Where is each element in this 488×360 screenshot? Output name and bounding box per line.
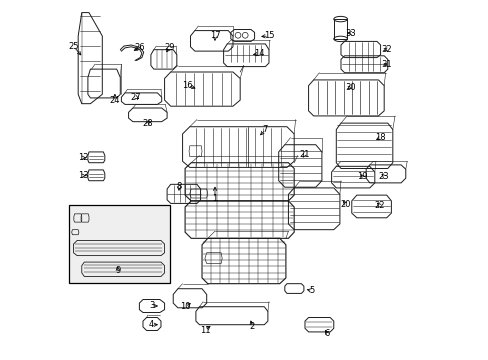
Text: 31: 31 [381, 60, 391, 69]
Text: 26: 26 [134, 43, 144, 52]
Text: 4: 4 [149, 320, 154, 329]
Text: 1: 1 [212, 194, 217, 203]
Text: 25: 25 [68, 42, 79, 51]
Text: 8: 8 [176, 182, 182, 191]
Text: 24: 24 [109, 96, 120, 105]
Text: 14: 14 [254, 49, 264, 58]
Text: 12: 12 [78, 153, 88, 162]
Text: 13: 13 [78, 171, 88, 180]
Text: 21: 21 [299, 150, 309, 158]
Text: 23: 23 [378, 172, 389, 181]
Text: 30: 30 [345, 83, 355, 91]
Bar [333, 19, 347, 39]
Text: 20: 20 [340, 200, 350, 209]
Text: 3: 3 [149, 302, 154, 310]
Bar [69, 205, 170, 283]
Text: 32: 32 [381, 45, 391, 54]
Text: 15: 15 [263, 31, 274, 40]
Text: 10: 10 [180, 302, 190, 311]
Text: 28: 28 [142, 118, 153, 127]
Text: 9: 9 [115, 266, 120, 275]
Text: 17: 17 [209, 31, 220, 40]
Text: 19: 19 [357, 172, 367, 181]
Text: 22: 22 [373, 201, 384, 210]
Text: 7: 7 [262, 125, 267, 134]
Text: 33: 33 [345, 29, 355, 37]
Text: 11: 11 [199, 326, 210, 335]
Text: 27: 27 [130, 93, 141, 102]
Text: 6: 6 [323, 328, 328, 338]
Text: 16: 16 [182, 81, 193, 90]
Text: 2: 2 [249, 323, 255, 331]
Text: 18: 18 [374, 133, 385, 142]
Text: 5: 5 [309, 287, 314, 295]
Text: 29: 29 [164, 43, 175, 52]
